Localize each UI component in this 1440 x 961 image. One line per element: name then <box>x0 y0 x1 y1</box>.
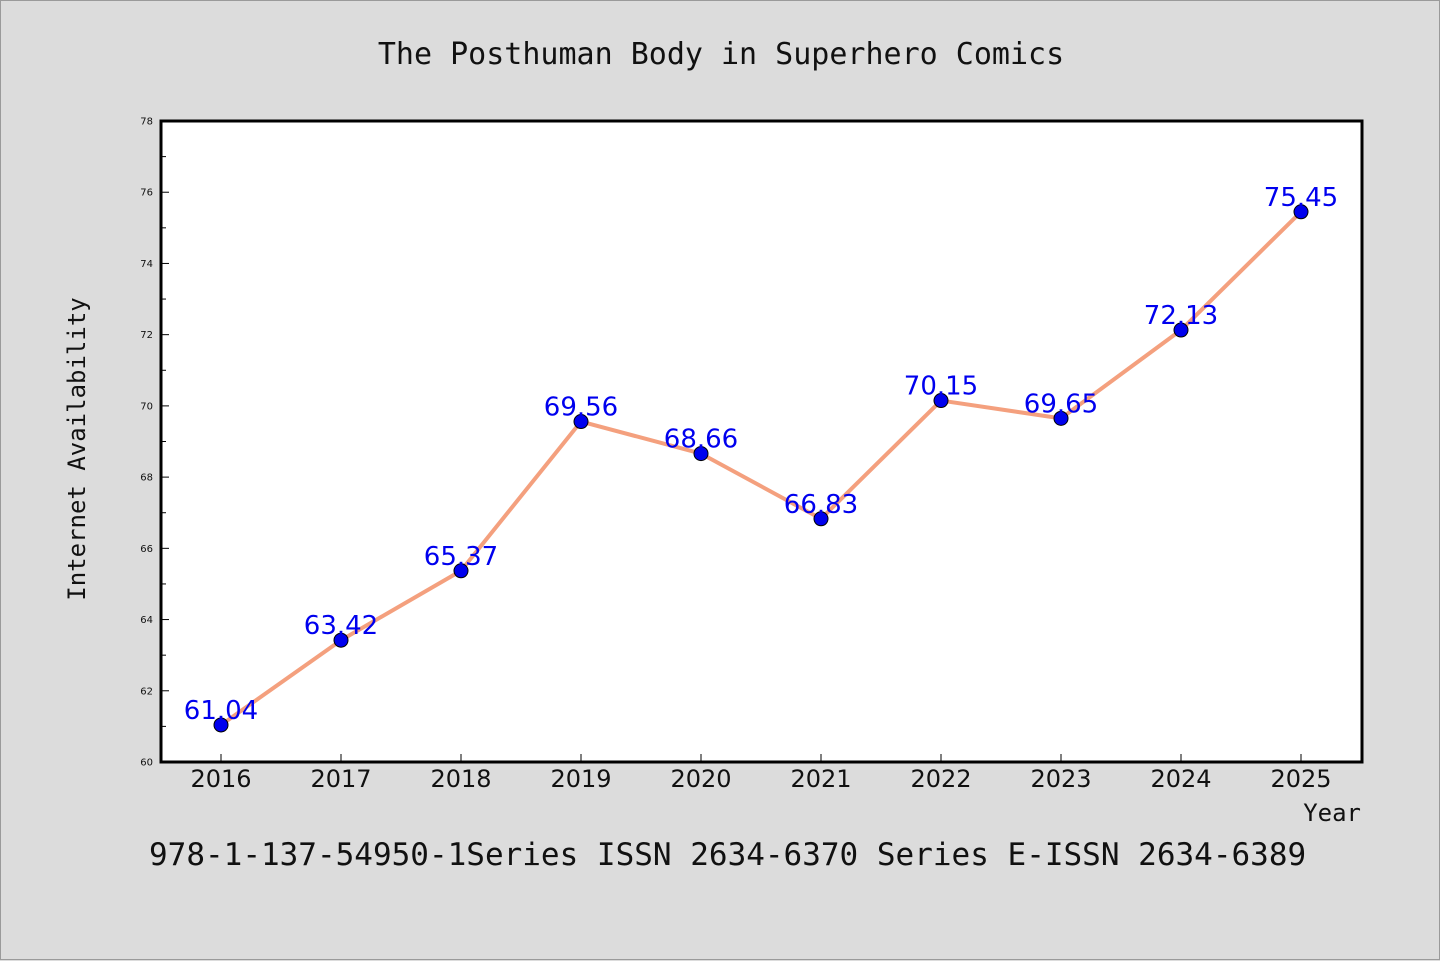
data-point <box>213 717 229 733</box>
x-axis: 2016 2017 2018 2019 2020 2021 2022 2023 2024 2025 <box>190 754 1332 793</box>
y-tick-label: 68 <box>140 473 153 484</box>
plot-area <box>159 119 1364 764</box>
chart-title: The Posthuman Body in Superhero Comics <box>378 37 1064 72</box>
data-labels: 61.04 63.42 65.37 69.56 68.66 66.83 70.15 69.65… <box>184 183 1338 726</box>
data-label: 66.83 <box>784 490 858 520</box>
x-tick-label: 2019 <box>550 765 611 793</box>
x-tick-label: 2017 <box>310 765 371 793</box>
data-point <box>1173 322 1189 338</box>
data-label: 69.56 <box>544 393 618 423</box>
data-label: 68.66 <box>664 425 738 455</box>
data-points <box>213 204 1309 733</box>
data-label: 63.42 <box>304 611 378 641</box>
data-point <box>573 414 589 430</box>
y-tick-label: 62 <box>140 686 153 697</box>
data-label: 61.04 <box>184 696 258 726</box>
data-point <box>1293 204 1309 220</box>
data-label: 69.65 <box>1024 389 1098 419</box>
data-point <box>453 563 469 579</box>
y-tick-label: 76 <box>140 188 153 199</box>
x-tick-label: 2025 <box>1270 765 1331 793</box>
x-tick-label: 2023 <box>1030 765 1091 793</box>
x-tick-label: 2021 <box>790 765 851 793</box>
y-axis-label: Internet Availability <box>63 297 91 600</box>
y-tick-label: 66 <box>140 544 153 555</box>
y-tick-label: 74 <box>140 259 153 270</box>
data-point <box>933 393 949 409</box>
x-tick-label: 2020 <box>670 765 731 793</box>
x-tick-label: 2018 <box>430 765 491 793</box>
data-point <box>333 632 349 648</box>
x-axis-label: Year <box>1303 799 1361 827</box>
data-label: 65.37 <box>424 542 498 572</box>
isbn-issn-footer: 978-1-137-54950-1Series ISSN 2634-6370 S… <box>149 837 1306 873</box>
x-tick-label: 2016 <box>190 765 251 793</box>
y-tick-label: 64 <box>140 615 153 626</box>
x-tick-label: 2024 <box>1150 765 1211 793</box>
y-tick-label: 60 <box>140 758 153 769</box>
data-point <box>1053 410 1069 426</box>
data-point <box>813 511 829 527</box>
data-label: 70.15 <box>904 372 978 402</box>
series-line <box>219 210 1303 727</box>
y-axis: 60 62 64 66 68 70 72 74 76 78 <box>140 117 169 769</box>
y-tick-label: 72 <box>140 330 153 341</box>
y-tick-label: 70 <box>140 401 153 412</box>
x-tick-label: 2022 <box>910 765 971 793</box>
data-point <box>693 446 709 462</box>
data-label: 75.45 <box>1264 183 1338 213</box>
y-tick-label: 78 <box>140 117 153 128</box>
data-label: 72.13 <box>1144 301 1218 331</box>
